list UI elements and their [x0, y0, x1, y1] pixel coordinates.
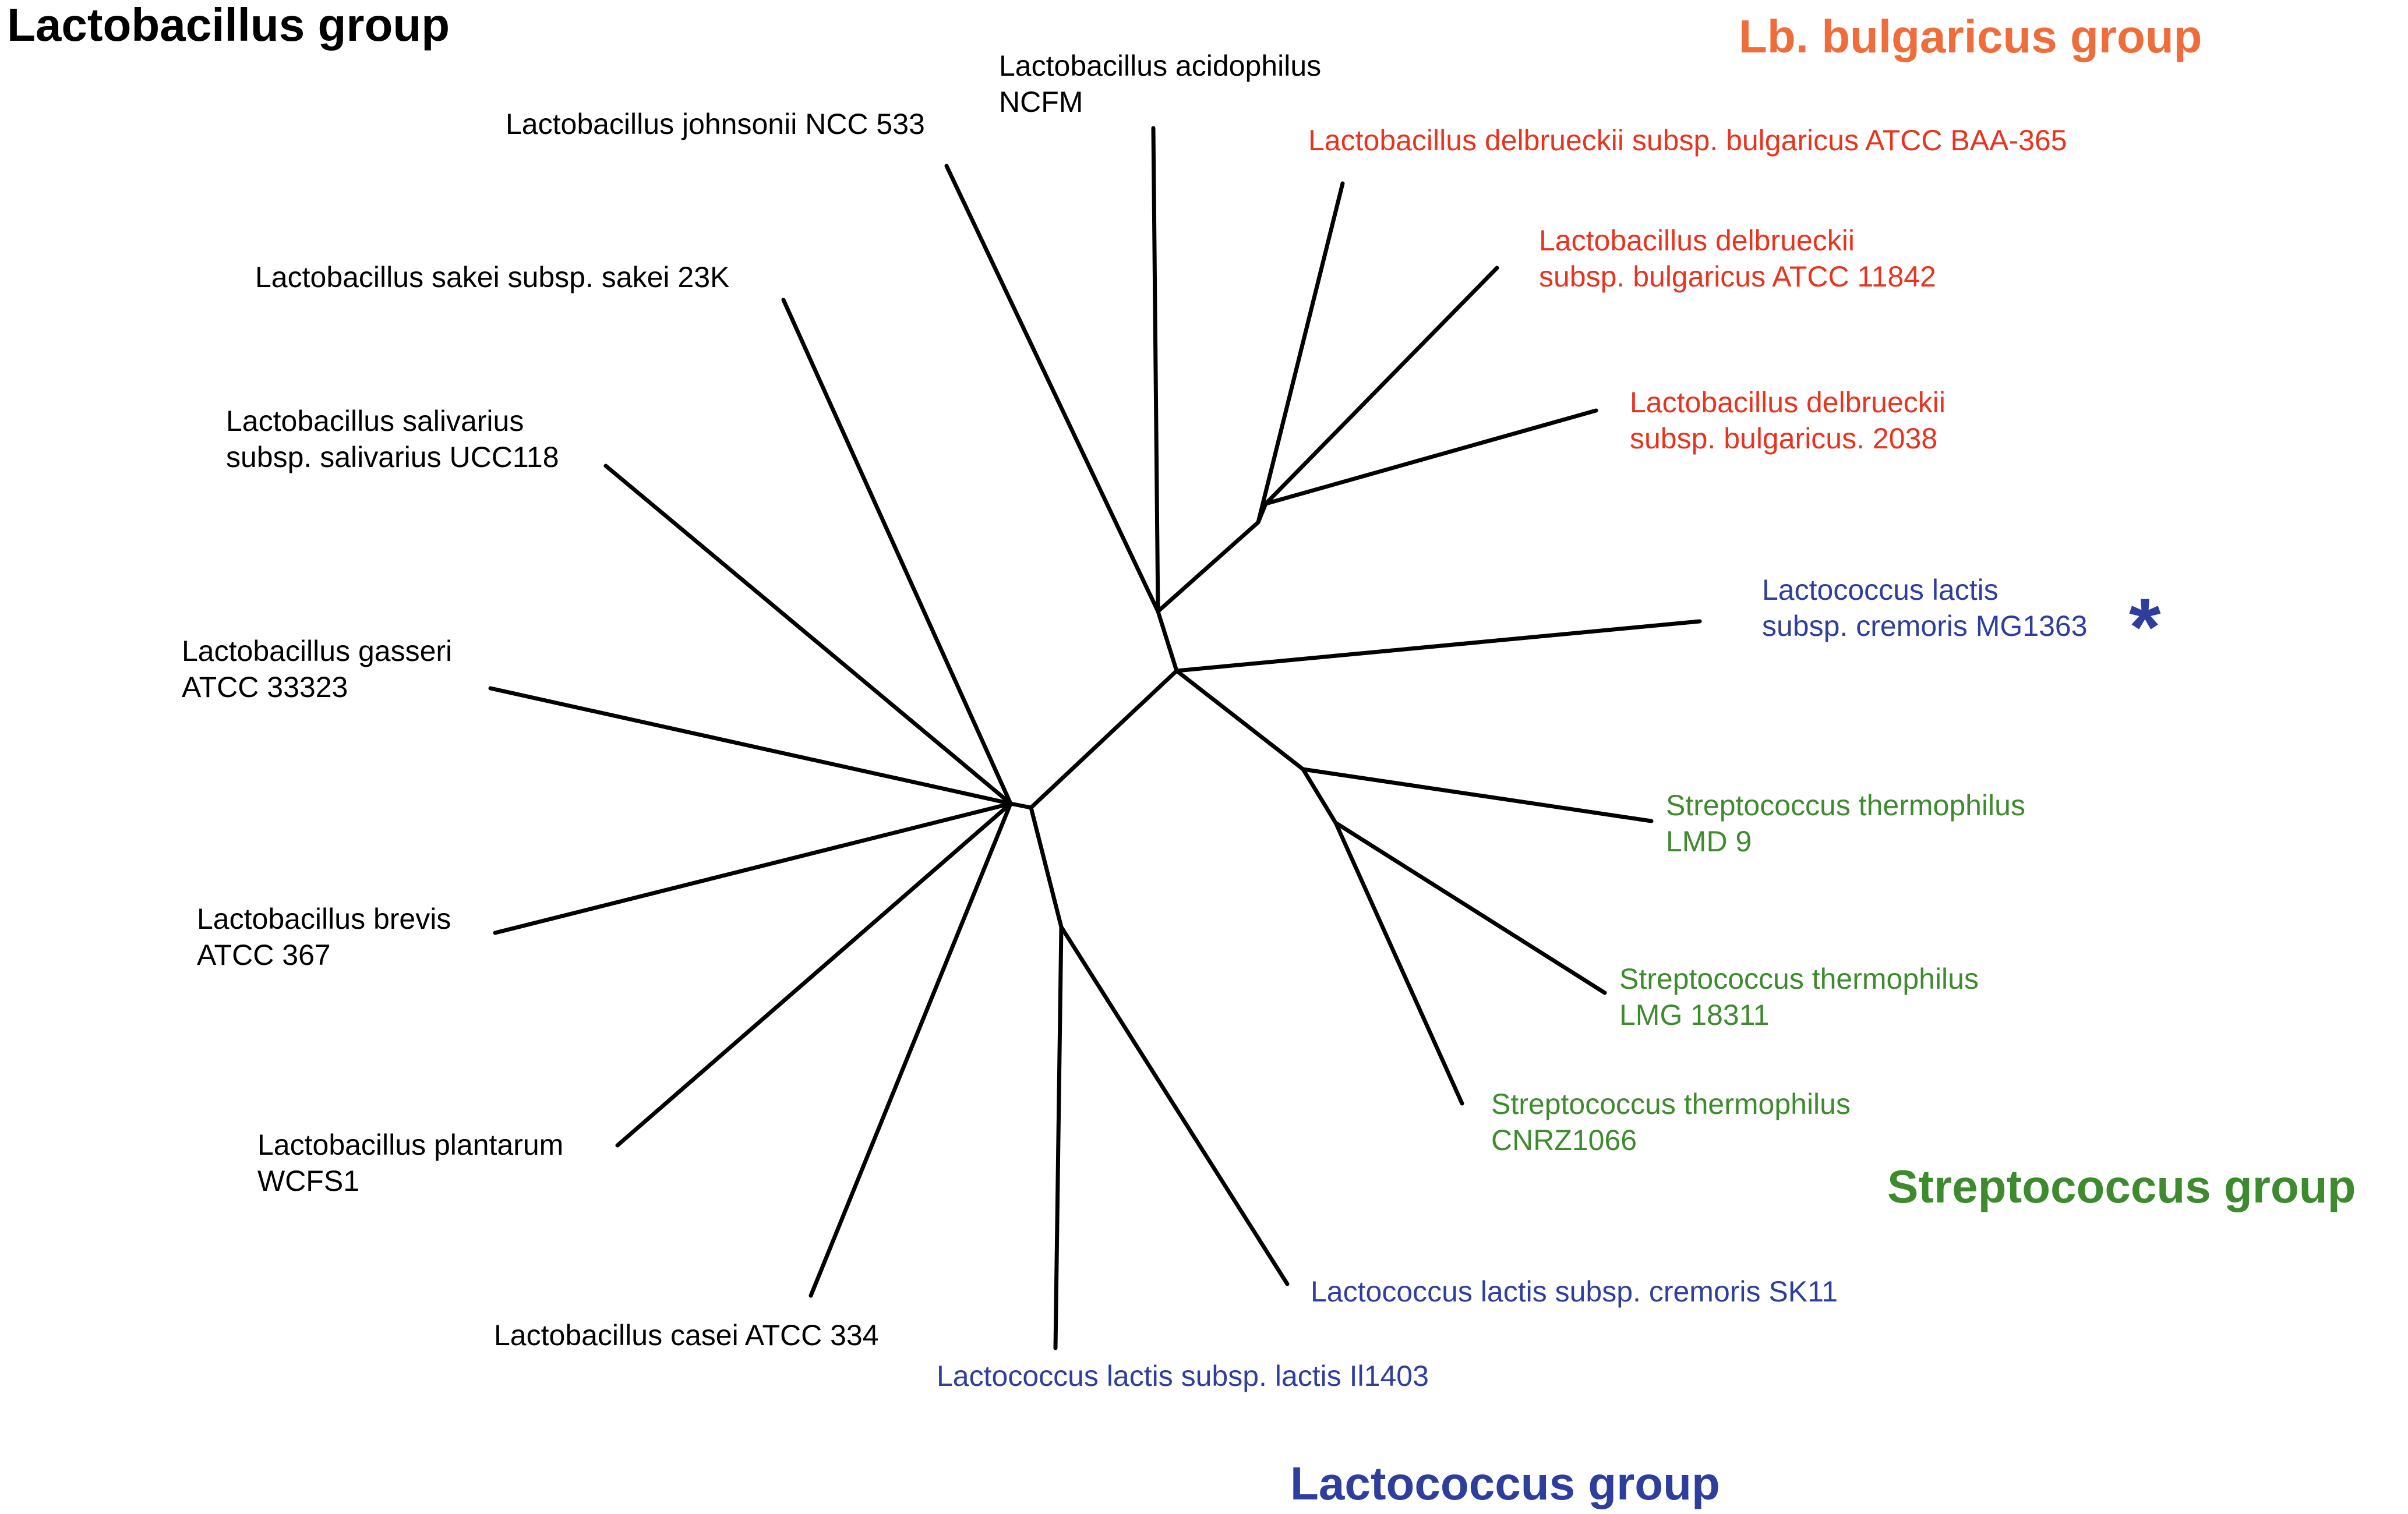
branch-bulgaricus-11842: [1263, 266, 1499, 506]
taxon-cremoris-mg1363: Lactococcus lactis subsp. cremoris MG136…: [1762, 574, 2088, 642]
leaf-labels: Lactobacillus acidophilus NCFM Lactobaci…: [182, 49, 2088, 1392]
taxon-bulgaricus-baa365: Lactobacillus delbrueckii subsp. bulgari…: [1308, 124, 2067, 157]
branch-hub-to-lactococcus-node: [1029, 805, 1064, 929]
taxon-thermophilus-lmg18311: Streptococcus thermophilus LMG 18311: [1619, 963, 1987, 1031]
branch-johnsonii: [944, 164, 1160, 614]
group-title-lactobacillus: Lactobacillus group: [7, 0, 450, 51]
branch-salivarius: [603, 464, 1013, 806]
taxon-bulgaricus-11842: Lactobacillus delbrueckii subsp. bulgari…: [1539, 224, 1936, 293]
branch-upper-to-bulgaricus-node: [1156, 520, 1261, 614]
taxon-sakei: Lactobacillus sakei subsp. sakei 23K: [255, 261, 729, 293]
branch-bulgaricus-2038: [1263, 408, 1598, 506]
group-labels: Lactobacillus group Lb. bulgaricus group…: [7, 0, 2356, 1509]
branch-center-to-upper: [1156, 609, 1179, 673]
group-title-bulgaricus: Lb. bulgaricus group: [1739, 10, 2202, 62]
group-title-streptococcus: Streptococcus group: [1887, 1161, 2356, 1212]
taxon-johnsonii: Lactobacillus johnsonii NCC 533: [506, 108, 925, 140]
taxon-acidophilus: Lactobacillus acidophilus NCFM: [999, 49, 1329, 118]
taxon-thermophilus-lmd9: Streptococcus thermophilus LMD 9: [1666, 789, 2033, 858]
branch-cremoris-mg1363: [1174, 619, 1702, 673]
asterisk-marker: *: [2129, 581, 2161, 673]
branch-casei: [808, 801, 1013, 1298]
branch-thermophilus-cnrz1066: [1333, 820, 1464, 1106]
taxon-cremoris-sk11: Lactococcus lactis subsp. cremoris SK11: [1311, 1275, 1838, 1308]
branch-streptococcus-inner: [1301, 767, 1338, 825]
branch-sakei: [781, 298, 1013, 806]
branch-brevis: [493, 801, 1013, 935]
taxon-brevis: Lactobacillus brevis ATCC 367: [197, 903, 459, 971]
branch-lactobacillus-hub-to-center: [1029, 668, 1179, 810]
branch-lactis-il1403: [1053, 925, 1064, 1350]
taxon-bulgaricus-2038: Lactobacillus delbrueckii subsp. bulgari…: [1630, 386, 1954, 455]
branch-thermophilus-lmg18311: [1333, 820, 1607, 995]
branch-bulgaricus-baa365: [1256, 181, 1345, 525]
branch-acidophilus: [1151, 126, 1160, 614]
branch-thermophilus-lmd9: [1301, 767, 1654, 823]
branch-hub-left: [1008, 801, 1033, 810]
tree-branches: [488, 126, 1702, 1350]
taxon-salivarius: Lactobacillus salivarius subsp. salivari…: [226, 405, 559, 473]
taxon-casei: Lactobacillus casei ATCC 334: [494, 1319, 879, 1352]
taxon-lactis-il1403: Lactococcus lactis subsp. lactis Il1403: [937, 1360, 1429, 1392]
group-title-lactococcus: Lactococcus group: [1290, 1458, 1720, 1509]
taxon-thermophilus-cnrz1066: Streptococcus thermophilus CNRZ1066: [1491, 1088, 1859, 1156]
taxon-gasseri: Lactobacillus gasseri ATCC 33323: [182, 635, 460, 703]
branch-cremoris-sk11: [1059, 925, 1290, 1286]
branch-plantarum: [615, 801, 1013, 1148]
taxon-plantarum: Lactobacillus plantarum WCFS1: [257, 1129, 571, 1197]
branch-gasseri: [488, 686, 1013, 806]
branch-center-to-streptococcus-node: [1174, 668, 1305, 772]
